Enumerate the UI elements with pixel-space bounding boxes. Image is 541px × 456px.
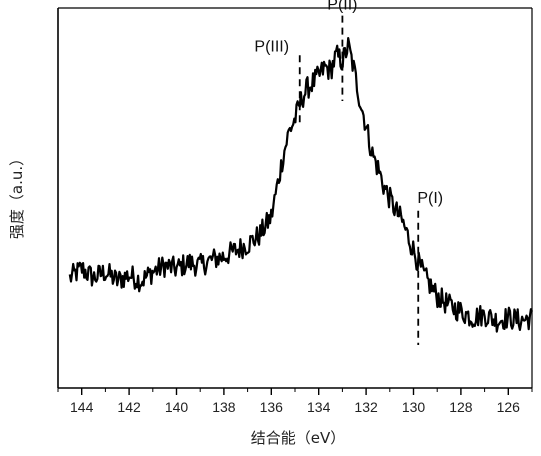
x-tick-label: 134 bbox=[307, 399, 331, 415]
x-axis-title: 结合能（eV） bbox=[251, 429, 346, 447]
x-tick-label: 132 bbox=[354, 399, 378, 415]
axes: 144 142 140 138 136 134 132 130 128 126 bbox=[57, 7, 533, 415]
y-axis-title: 强度（a.u.） bbox=[8, 151, 26, 239]
x-tick-label: 144 bbox=[70, 399, 94, 415]
x-tick-label: 140 bbox=[165, 399, 189, 415]
peak-label: P(II) bbox=[327, 0, 357, 14]
x-tick-label: 136 bbox=[260, 399, 284, 415]
series-layer bbox=[68, 37, 534, 333]
x-tick-label: 138 bbox=[212, 399, 236, 415]
x-tick-label: 130 bbox=[402, 399, 426, 415]
annotations-layer: P(III) P(II) P(I) bbox=[254, 0, 443, 345]
x-tick-label: 142 bbox=[117, 399, 141, 415]
x-tick-label: 128 bbox=[449, 399, 473, 415]
peak-label: P(III) bbox=[254, 38, 289, 55]
peak-label: P(I) bbox=[417, 190, 443, 207]
x-tick-label: 126 bbox=[497, 399, 521, 415]
spectrum-line bbox=[68, 37, 534, 333]
